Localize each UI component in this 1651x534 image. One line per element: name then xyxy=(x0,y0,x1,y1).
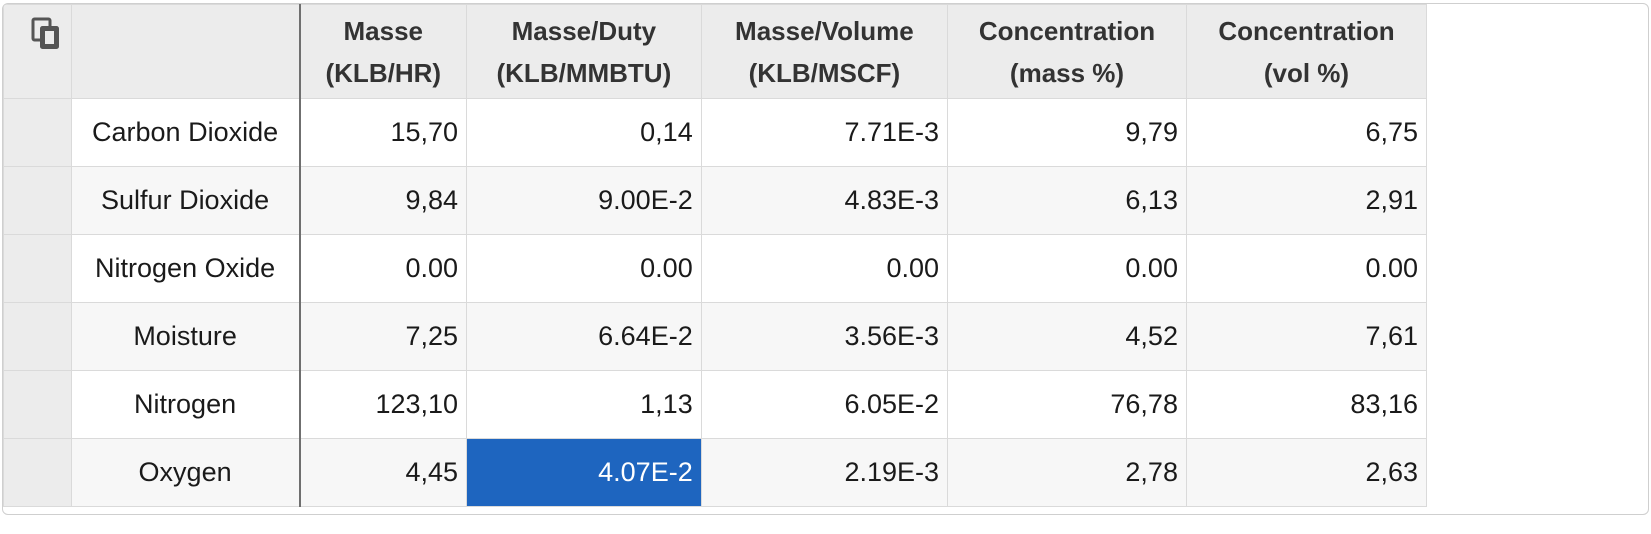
row-name-cell[interactable]: Nitrogen xyxy=(70,370,301,439)
table-cell[interactable]: 0.00 xyxy=(466,234,702,303)
row-handle[interactable] xyxy=(3,370,72,439)
column-header-line2: (mass %) xyxy=(1009,57,1125,88)
row-handle[interactable] xyxy=(3,438,72,507)
table-cell[interactable]: 9,84 xyxy=(298,166,468,235)
column-header-line2: (KLB/MSCF) xyxy=(748,57,901,88)
table-row: Moisture 7,25 6.64E-2 3.56E-3 4,52 7,61 xyxy=(3,302,1428,371)
table-row: Sulfur Dioxide 9,84 9.00E-2 4.83E-3 6,13… xyxy=(3,166,1428,235)
table-cell[interactable]: 2,63 xyxy=(1185,438,1428,507)
table-cell[interactable]: 4,45 xyxy=(298,438,468,507)
table-cell[interactable]: 4.83E-3 xyxy=(700,166,949,235)
row-name-cell[interactable]: Carbon Dioxide xyxy=(70,98,301,167)
column-header-line2: (KLB/HR) xyxy=(325,57,442,88)
row-handle[interactable] xyxy=(3,98,72,167)
row-handle[interactable] xyxy=(3,234,72,303)
table-cell[interactable]: 2,91 xyxy=(1185,166,1428,235)
row-name-cell[interactable]: Oxygen xyxy=(70,438,301,507)
table-cell[interactable]: 1,13 xyxy=(466,370,702,439)
header-row: Masse (KLB/HR) Masse/Duty (KLB/MMBTU) Ma… xyxy=(3,4,1428,99)
column-header-concentration-mass[interactable]: Concentration (mass %) xyxy=(947,4,1187,99)
table-cell[interactable]: 83,16 xyxy=(1185,370,1428,439)
table-row: Nitrogen 123,10 1,13 6.05E-2 76,78 83,16 xyxy=(3,370,1428,439)
selected-table-cell[interactable]: 4.07E-2 xyxy=(466,438,702,507)
column-header-line1: Concentration xyxy=(1218,15,1395,46)
column-header-concentration-vol[interactable]: Concentration (vol %) xyxy=(1185,4,1428,99)
table-row: Nitrogen Oxide 0.00 0.00 0.00 0.00 0.00 xyxy=(3,234,1428,303)
table-cell[interactable]: 7,61 xyxy=(1185,302,1428,371)
copy-cell[interactable] xyxy=(3,4,72,99)
row-name-cell[interactable]: Nitrogen Oxide xyxy=(70,234,301,303)
table-cell[interactable]: 6,75 xyxy=(1185,98,1428,167)
table-cell[interactable]: 7.71E-3 xyxy=(700,98,949,167)
table-row: Carbon Dioxide 15,70 0,14 7.71E-3 9,79 6… xyxy=(3,98,1428,167)
row-handle[interactable] xyxy=(3,302,72,371)
table-cell[interactable]: 76,78 xyxy=(947,370,1187,439)
table-cell[interactable]: 6,13 xyxy=(947,166,1187,235)
table-cell[interactable]: 4,52 xyxy=(947,302,1187,371)
row-name-header[interactable] xyxy=(70,4,301,99)
row-name-cell[interactable]: Sulfur Dioxide xyxy=(70,166,301,235)
table-cell[interactable]: 0.00 xyxy=(1185,234,1428,303)
table-cell[interactable]: 3.56E-3 xyxy=(700,302,949,371)
column-header-line2: (KLB/MMBTU) xyxy=(496,57,672,88)
table-cell[interactable]: 7,25 xyxy=(298,302,468,371)
column-header-line1: Masse/Duty xyxy=(511,15,657,46)
copy-icon[interactable] xyxy=(31,17,61,49)
table-cell[interactable]: 9.00E-2 xyxy=(466,166,702,235)
column-header-masse-volume[interactable]: Masse/Volume (KLB/MSCF) xyxy=(700,4,949,99)
column-header-line1: Masse xyxy=(343,15,424,46)
table-cell[interactable]: 0.00 xyxy=(298,234,468,303)
table-cell[interactable]: 6.05E-2 xyxy=(700,370,949,439)
row-name-cell[interactable]: Moisture xyxy=(70,302,301,371)
row-handle[interactable] xyxy=(3,166,72,235)
column-header-line1: Masse/Volume xyxy=(735,15,914,46)
emissions-table: Masse (KLB/HR) Masse/Duty (KLB/MMBTU) Ma… xyxy=(3,4,1428,507)
column-header-masse-duty[interactable]: Masse/Duty (KLB/MMBTU) xyxy=(466,4,702,99)
table-cell[interactable]: 2.19E-3 xyxy=(700,438,949,507)
column-header-line2: (vol %) xyxy=(1263,57,1350,88)
table-cell[interactable]: 123,10 xyxy=(298,370,468,439)
table-cell[interactable]: 0,14 xyxy=(466,98,702,167)
column-header-line1: Concentration xyxy=(978,15,1156,46)
table-cell[interactable]: 6.64E-2 xyxy=(466,302,702,371)
column-header-masse[interactable]: Masse (KLB/HR) xyxy=(298,4,468,99)
table-cell[interactable]: 0.00 xyxy=(700,234,949,303)
table-cell[interactable]: 2,78 xyxy=(947,438,1187,507)
table-cell[interactable]: 15,70 xyxy=(298,98,468,167)
table-cell[interactable]: 9,79 xyxy=(947,98,1187,167)
table-row: Oxygen 4,45 4.07E-2 2.19E-3 2,78 2,63 xyxy=(3,438,1428,507)
data-grid-panel: Masse (KLB/HR) Masse/Duty (KLB/MMBTU) Ma… xyxy=(2,3,1649,515)
table-cell[interactable]: 0.00 xyxy=(947,234,1187,303)
